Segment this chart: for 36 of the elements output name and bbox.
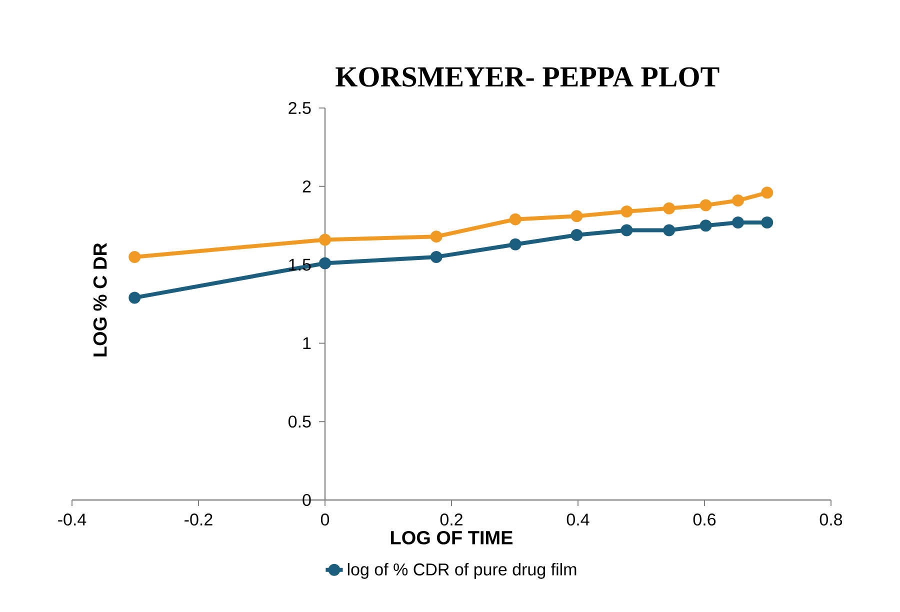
- point: [663, 224, 676, 236]
- point: [761, 216, 774, 228]
- y-tick-label: 2: [302, 180, 311, 192]
- x-tick-label: 0.8: [820, 514, 842, 526]
- y-axis-title: LOG % C DR: [93, 242, 107, 356]
- point: [761, 186, 774, 199]
- point: [430, 230, 442, 243]
- y-tick-label: 0: [302, 494, 311, 506]
- point: [430, 250, 442, 263]
- y-tick-label: 1: [303, 337, 311, 350]
- point: [570, 210, 583, 222]
- point: [509, 238, 522, 250]
- x-axis-title: LOG OF TIME: [391, 530, 513, 544]
- x-tick-label: 0: [320, 514, 330, 526]
- x-tick-label: 0.4: [566, 514, 590, 526]
- point: [128, 292, 141, 304]
- point: [570, 228, 583, 241]
- x-tick-label: -0.2: [184, 514, 212, 526]
- point: [128, 250, 141, 263]
- point: [509, 213, 522, 226]
- point: [620, 224, 633, 236]
- point: [732, 194, 744, 206]
- x-tick-label: -0.4: [58, 514, 86, 526]
- point: [663, 202, 676, 214]
- point: [700, 199, 712, 212]
- legend-label: log of % CDR of pure drug film: [348, 562, 576, 579]
- x-tick-label: 0.2: [440, 514, 462, 526]
- point: [319, 234, 332, 246]
- x-tick-label: 0.6: [693, 514, 716, 526]
- chart-title: KORSMEYER- PEPPA PLOT: [336, 67, 720, 87]
- point: [620, 205, 633, 218]
- point: [732, 216, 744, 228]
- point: [319, 257, 332, 270]
- y-tick-label: 2.5: [288, 102, 311, 114]
- point: [700, 220, 712, 232]
- y-tick-label: 0.5: [288, 416, 311, 428]
